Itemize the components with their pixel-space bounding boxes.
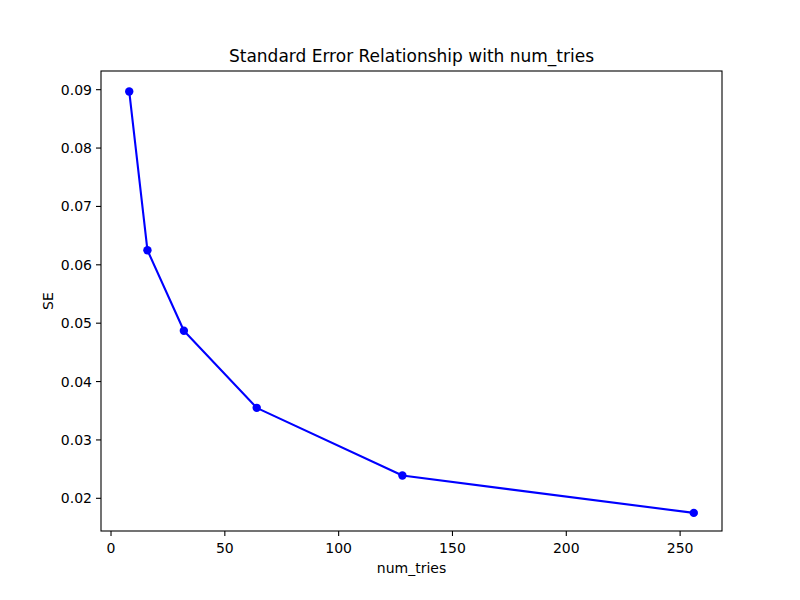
y-tick-label-0: 0.02	[61, 490, 92, 506]
y-tick-label-3: 0.05	[61, 315, 92, 331]
y-axis-label: SE	[40, 292, 56, 310]
x-tick-label-5: 250	[667, 540, 694, 556]
chart-title: Standard Error Relationship with num_tri…	[229, 46, 594, 67]
y-tick-label-4: 0.06	[61, 257, 92, 273]
y-tick-label-6: 0.08	[61, 140, 92, 156]
x-tick-label-0: 0	[107, 540, 116, 556]
axes-background	[101, 71, 722, 531]
data-point-4	[398, 471, 406, 479]
data-point-5	[690, 509, 698, 517]
y-tick-label-5: 0.07	[61, 198, 92, 214]
line-chart: 0 50 100 150 200 250 0.02 0.03 0.04 0.05 0.06 0.07 0…	[0, 0, 800, 600]
data-point-0	[125, 87, 133, 95]
data-point-3	[253, 404, 261, 412]
matplotlib-figure: 0 50 100 150 200 250 0.02 0.03 0.04 0.05 0.06 0.07 0…	[0, 0, 800, 600]
y-tick-label-7: 0.09	[61, 82, 92, 98]
data-point-1	[143, 246, 151, 254]
x-tick-label-4: 200	[553, 540, 580, 556]
x-tick-label-3: 150	[439, 540, 466, 556]
y-tick-label-2: 0.04	[61, 374, 92, 390]
data-point-2	[180, 327, 188, 335]
x-axis-label: num_tries	[377, 560, 446, 576]
x-tick-label-1: 50	[216, 540, 234, 556]
x-tick-label-2: 100	[325, 540, 352, 556]
y-tick-label-1: 0.03	[61, 432, 92, 448]
